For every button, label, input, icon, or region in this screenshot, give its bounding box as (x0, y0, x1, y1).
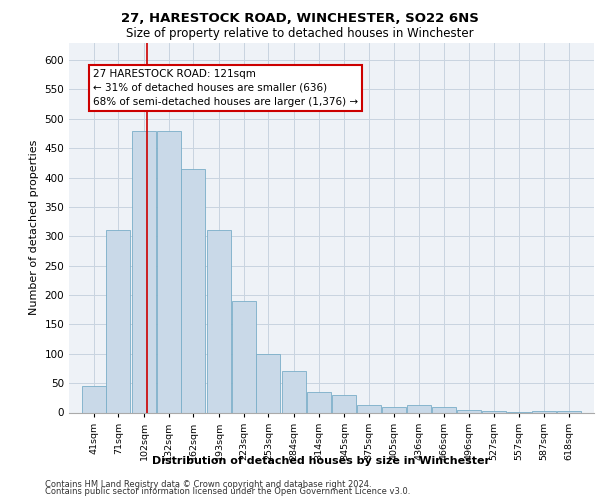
Bar (307, 392, 331, 412)
Bar (357, 406, 381, 412)
Bar (132, 130, 156, 412)
Text: Size of property relative to detached houses in Winchester: Size of property relative to detached ho… (126, 28, 474, 40)
Bar (207, 230, 231, 412)
Bar (157, 130, 181, 412)
Bar (82, 386, 106, 412)
Bar (482, 410, 506, 412)
Bar (532, 410, 556, 412)
Bar (407, 406, 431, 412)
Bar (382, 406, 406, 412)
Text: 27, HARESTOCK ROAD, WINCHESTER, SO22 6NS: 27, HARESTOCK ROAD, WINCHESTER, SO22 6NS (121, 12, 479, 24)
Bar (282, 372, 306, 412)
Text: 27 HARESTOCK ROAD: 121sqm
← 31% of detached houses are smaller (636)
68% of semi: 27 HARESTOCK ROAD: 121sqm ← 31% of detac… (93, 69, 358, 107)
Text: Contains public sector information licensed under the Open Government Licence v3: Contains public sector information licen… (45, 488, 410, 496)
Bar (432, 406, 456, 412)
Bar (557, 410, 581, 412)
Bar (332, 395, 356, 412)
Bar (232, 301, 256, 412)
Bar (457, 410, 481, 412)
Bar (106, 230, 130, 412)
Text: Distribution of detached houses by size in Winchester: Distribution of detached houses by size … (152, 456, 490, 466)
Bar (181, 169, 205, 412)
Y-axis label: Number of detached properties: Number of detached properties (29, 140, 39, 315)
Bar (256, 354, 280, 412)
Text: Contains HM Land Registry data © Crown copyright and database right 2024.: Contains HM Land Registry data © Crown c… (45, 480, 371, 489)
